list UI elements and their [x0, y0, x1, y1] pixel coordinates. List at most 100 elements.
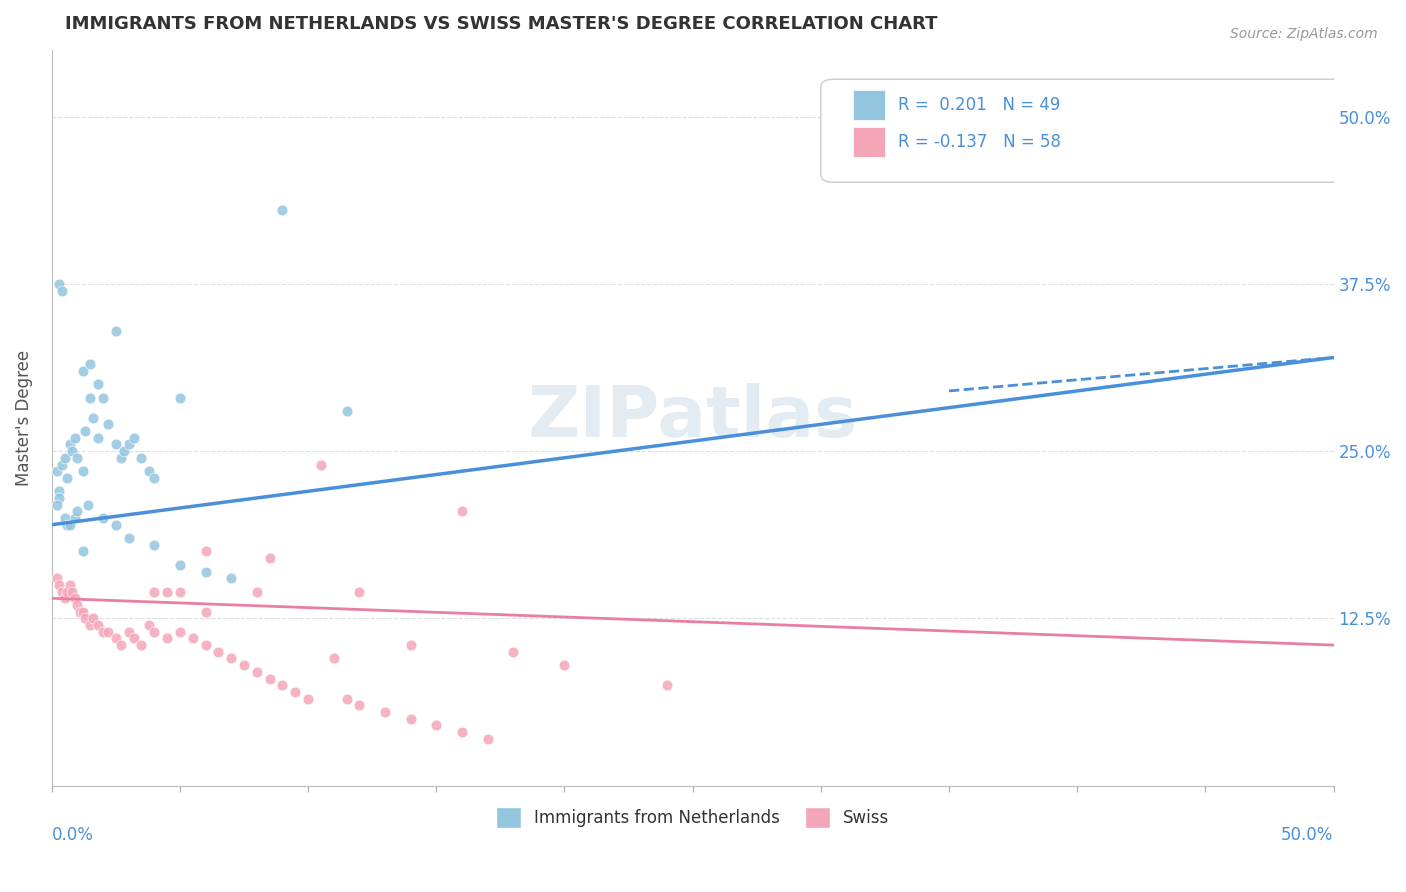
- Point: [53, 511, 76, 525]
- Point: [97, 417, 120, 432]
- Point: [374, 705, 396, 719]
- Text: R =  0.201   N = 49: R = 0.201 N = 49: [897, 96, 1060, 114]
- Point: [349, 698, 371, 713]
- Point: [79, 391, 101, 405]
- Point: [194, 638, 217, 652]
- Text: R = -0.137   N = 58: R = -0.137 N = 58: [897, 133, 1060, 151]
- Point: [91, 511, 114, 525]
- Point: [91, 624, 114, 639]
- Point: [104, 632, 127, 646]
- Point: [477, 731, 499, 746]
- Point: [259, 551, 281, 566]
- Point: [553, 658, 575, 673]
- Point: [72, 544, 94, 558]
- Point: [143, 538, 166, 552]
- Point: [118, 531, 141, 545]
- Point: [399, 638, 422, 652]
- Text: ZIPatlas: ZIPatlas: [527, 384, 858, 452]
- Point: [76, 498, 98, 512]
- Point: [169, 584, 191, 599]
- Point: [59, 517, 82, 532]
- Point: [79, 357, 101, 371]
- Point: [309, 458, 332, 472]
- Point: [56, 584, 79, 599]
- Point: [66, 598, 89, 612]
- Point: [72, 605, 94, 619]
- Point: [48, 491, 70, 505]
- Point: [82, 611, 104, 625]
- Point: [502, 645, 524, 659]
- Point: [156, 632, 179, 646]
- Text: 50.0%: 50.0%: [1281, 826, 1333, 844]
- Point: [122, 431, 145, 445]
- Point: [451, 725, 474, 739]
- FancyBboxPatch shape: [853, 90, 884, 120]
- Point: [131, 450, 153, 465]
- Point: [207, 645, 229, 659]
- Text: Source: ZipAtlas.com: Source: ZipAtlas.com: [1230, 27, 1378, 41]
- Point: [169, 624, 191, 639]
- Point: [48, 578, 70, 592]
- Point: [56, 471, 79, 485]
- Point: [53, 591, 76, 606]
- Point: [181, 632, 204, 646]
- Point: [72, 364, 94, 378]
- Point: [169, 391, 191, 405]
- Point: [399, 712, 422, 726]
- Point: [143, 584, 166, 599]
- Point: [63, 431, 86, 445]
- Point: [59, 437, 82, 451]
- Point: [259, 672, 281, 686]
- Point: [79, 618, 101, 632]
- Point: [97, 624, 120, 639]
- Point: [56, 517, 79, 532]
- Y-axis label: Master's Degree: Master's Degree: [15, 350, 32, 486]
- Point: [233, 658, 256, 673]
- Point: [51, 458, 73, 472]
- Point: [87, 377, 110, 392]
- Point: [45, 571, 67, 585]
- FancyBboxPatch shape: [821, 79, 1360, 182]
- Point: [335, 691, 357, 706]
- Point: [349, 584, 371, 599]
- Point: [271, 678, 294, 692]
- Legend: Immigrants from Netherlands, Swiss: Immigrants from Netherlands, Swiss: [488, 799, 898, 836]
- Point: [143, 624, 166, 639]
- Point: [51, 584, 73, 599]
- Point: [118, 437, 141, 451]
- Point: [87, 431, 110, 445]
- Point: [112, 444, 135, 458]
- Point: [655, 678, 678, 692]
- Point: [138, 464, 160, 478]
- Point: [110, 638, 132, 652]
- Point: [75, 424, 97, 438]
- Point: [66, 504, 89, 518]
- Point: [451, 504, 474, 518]
- Point: [284, 685, 307, 699]
- Point: [63, 591, 86, 606]
- Point: [60, 444, 83, 458]
- Point: [138, 618, 160, 632]
- Point: [246, 584, 269, 599]
- Point: [69, 605, 91, 619]
- Point: [87, 618, 110, 632]
- Point: [271, 203, 294, 218]
- Point: [104, 517, 127, 532]
- Point: [66, 450, 89, 465]
- Point: [246, 665, 269, 679]
- Point: [156, 584, 179, 599]
- Point: [131, 638, 153, 652]
- Point: [48, 277, 70, 291]
- Point: [322, 651, 344, 665]
- Point: [219, 571, 242, 585]
- Point: [143, 471, 166, 485]
- Point: [75, 611, 97, 625]
- Text: 0.0%: 0.0%: [52, 826, 94, 844]
- Point: [219, 651, 242, 665]
- Point: [51, 284, 73, 298]
- Point: [45, 464, 67, 478]
- Point: [48, 484, 70, 499]
- Point: [425, 718, 447, 732]
- Point: [194, 605, 217, 619]
- Point: [60, 584, 83, 599]
